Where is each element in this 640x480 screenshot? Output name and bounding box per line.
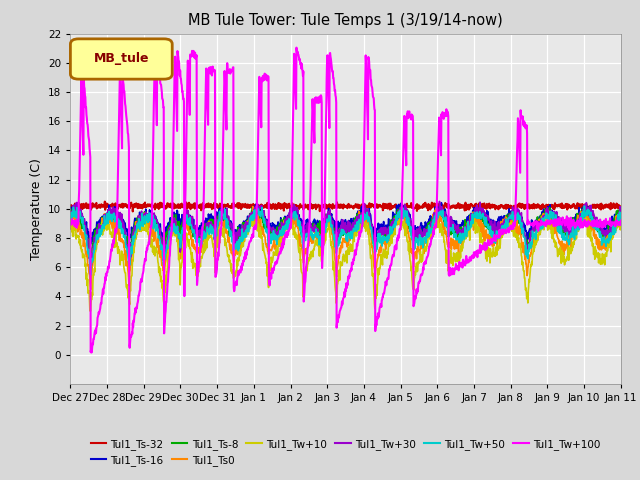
Tul1_Tw+30 bbox=[617, 205, 625, 211]
Tul1_Tw+50 bbox=[431, 218, 439, 224]
Tul1_Ts0 bbox=[176, 246, 184, 252]
Tul1_Ts-32 bbox=[67, 203, 74, 209]
Tul1_Ts-32 bbox=[552, 203, 560, 208]
Tul1_Tw+100 bbox=[504, 227, 511, 232]
Tul1_Tw+10 bbox=[176, 261, 184, 266]
Tul1_Tw+30 bbox=[189, 227, 197, 232]
Tul1_Tw+30 bbox=[436, 199, 444, 204]
Tul1_Tw+10 bbox=[249, 210, 257, 216]
Tul1_Ts-32 bbox=[432, 204, 440, 209]
Tul1_Ts-8 bbox=[67, 206, 74, 212]
Tul1_Tw+100 bbox=[67, 221, 74, 227]
Tul1_Tw+30 bbox=[87, 272, 95, 277]
Tul1_Ts-16 bbox=[438, 200, 445, 205]
Tul1_Ts-32 bbox=[129, 208, 136, 214]
Tul1_Tw+100 bbox=[251, 226, 259, 232]
Tul1_Ts-32 bbox=[617, 204, 625, 210]
Tul1_Tw+50 bbox=[504, 220, 511, 226]
Tul1_Tw+100 bbox=[189, 51, 197, 57]
Tul1_Tw+10 bbox=[67, 219, 74, 225]
Tul1_Ts-32 bbox=[252, 204, 259, 209]
Tul1_Ts-8 bbox=[248, 204, 256, 210]
Tul1_Ts-32 bbox=[189, 203, 197, 209]
Tul1_Tw+50 bbox=[251, 207, 259, 213]
Tul1_Tw+30 bbox=[552, 213, 560, 218]
Tul1_Tw+100 bbox=[88, 349, 95, 355]
Tul1_Ts-8 bbox=[189, 231, 197, 237]
Tul1_Tw+100 bbox=[292, 45, 300, 50]
FancyBboxPatch shape bbox=[70, 39, 172, 79]
Tul1_Tw+10 bbox=[617, 219, 625, 225]
Tul1_Ts-32 bbox=[177, 205, 184, 211]
Line: Tul1_Tw+100: Tul1_Tw+100 bbox=[70, 48, 621, 352]
Tul1_Tw+50 bbox=[617, 216, 625, 222]
Tul1_Ts0 bbox=[431, 223, 439, 229]
Tul1_Tw+50 bbox=[580, 203, 588, 209]
Tul1_Ts0 bbox=[189, 241, 197, 247]
Tul1_Ts0 bbox=[617, 204, 625, 209]
Line: Tul1_Tw+10: Tul1_Tw+10 bbox=[70, 213, 621, 311]
Tul1_Ts-16 bbox=[617, 205, 625, 211]
Tul1_Tw+100 bbox=[617, 217, 625, 223]
Tul1_Ts-16 bbox=[552, 216, 560, 222]
Line: Tul1_Tw+30: Tul1_Tw+30 bbox=[70, 202, 621, 275]
Tul1_Tw+100 bbox=[176, 72, 184, 78]
Tul1_Tw+50 bbox=[189, 228, 197, 234]
Tul1_Ts0 bbox=[251, 210, 259, 216]
Tul1_Tw+10 bbox=[552, 240, 560, 245]
Line: Tul1_Tw+50: Tul1_Tw+50 bbox=[70, 206, 621, 275]
Tul1_Ts-32 bbox=[504, 202, 511, 208]
Line: Tul1_Ts-32: Tul1_Ts-32 bbox=[70, 202, 621, 211]
Tul1_Tw+100 bbox=[552, 218, 560, 224]
Line: Tul1_Ts0: Tul1_Ts0 bbox=[70, 206, 621, 290]
Tul1_Ts-8 bbox=[504, 222, 511, 228]
Tul1_Ts-16 bbox=[67, 206, 74, 212]
Tul1_Ts-16 bbox=[86, 242, 94, 248]
Tul1_Tw+10 bbox=[86, 308, 94, 314]
Legend: Tul1_Ts-32, Tul1_Ts-16, Tul1_Ts-8, Tul1_Ts0, Tul1_Tw+10, Tul1_Tw+30, Tul1_Tw+50,: Tul1_Ts-32, Tul1_Ts-16, Tul1_Ts-8, Tul1_… bbox=[86, 435, 605, 470]
Line: Tul1_Ts-16: Tul1_Ts-16 bbox=[70, 203, 621, 245]
Tul1_Ts-16 bbox=[431, 211, 439, 216]
Tul1_Ts0 bbox=[67, 215, 74, 220]
Tul1_Ts0 bbox=[552, 223, 559, 229]
Tul1_Ts0 bbox=[504, 223, 511, 228]
Tul1_Ts-16 bbox=[504, 219, 511, 225]
Tul1_Ts-8 bbox=[432, 212, 440, 218]
Tul1_Ts-8 bbox=[552, 224, 560, 230]
Tul1_Tw+30 bbox=[504, 219, 511, 225]
Tul1_Tw+50 bbox=[176, 235, 184, 240]
Line: Tul1_Ts-8: Tul1_Ts-8 bbox=[70, 207, 621, 257]
Tul1_Ts-8 bbox=[617, 210, 625, 216]
Tul1_Tw+50 bbox=[67, 216, 74, 221]
Tul1_Tw+30 bbox=[251, 205, 259, 211]
Tul1_Ts0 bbox=[87, 287, 95, 293]
Tul1_Tw+10 bbox=[432, 223, 440, 228]
Y-axis label: Temperature (C): Temperature (C) bbox=[29, 158, 43, 260]
Tul1_Ts-16 bbox=[176, 219, 184, 225]
Tul1_Tw+100 bbox=[432, 221, 440, 227]
Tul1_Tw+10 bbox=[504, 219, 511, 225]
Tul1_Tw+50 bbox=[552, 212, 559, 218]
Tul1_Tw+30 bbox=[67, 210, 74, 216]
Tul1_Tw+30 bbox=[431, 212, 439, 217]
Tul1_Tw+10 bbox=[252, 223, 259, 228]
Tul1_Ts-16 bbox=[189, 223, 197, 228]
Tul1_Ts-8 bbox=[252, 208, 259, 214]
Text: MB_tule: MB_tule bbox=[94, 52, 149, 65]
Tul1_Tw+50 bbox=[87, 272, 95, 277]
Title: MB Tule Tower: Tule Temps 1 (3/19/14-now): MB Tule Tower: Tule Temps 1 (3/19/14-now… bbox=[188, 13, 503, 28]
Tul1_Tw+10 bbox=[189, 257, 197, 263]
Tul1_Ts-16 bbox=[251, 209, 259, 215]
Tul1_Tw+30 bbox=[176, 237, 184, 242]
Tul1_Ts-8 bbox=[86, 254, 94, 260]
Tul1_Ts-32 bbox=[101, 199, 109, 204]
Tul1_Ts-8 bbox=[176, 228, 184, 234]
